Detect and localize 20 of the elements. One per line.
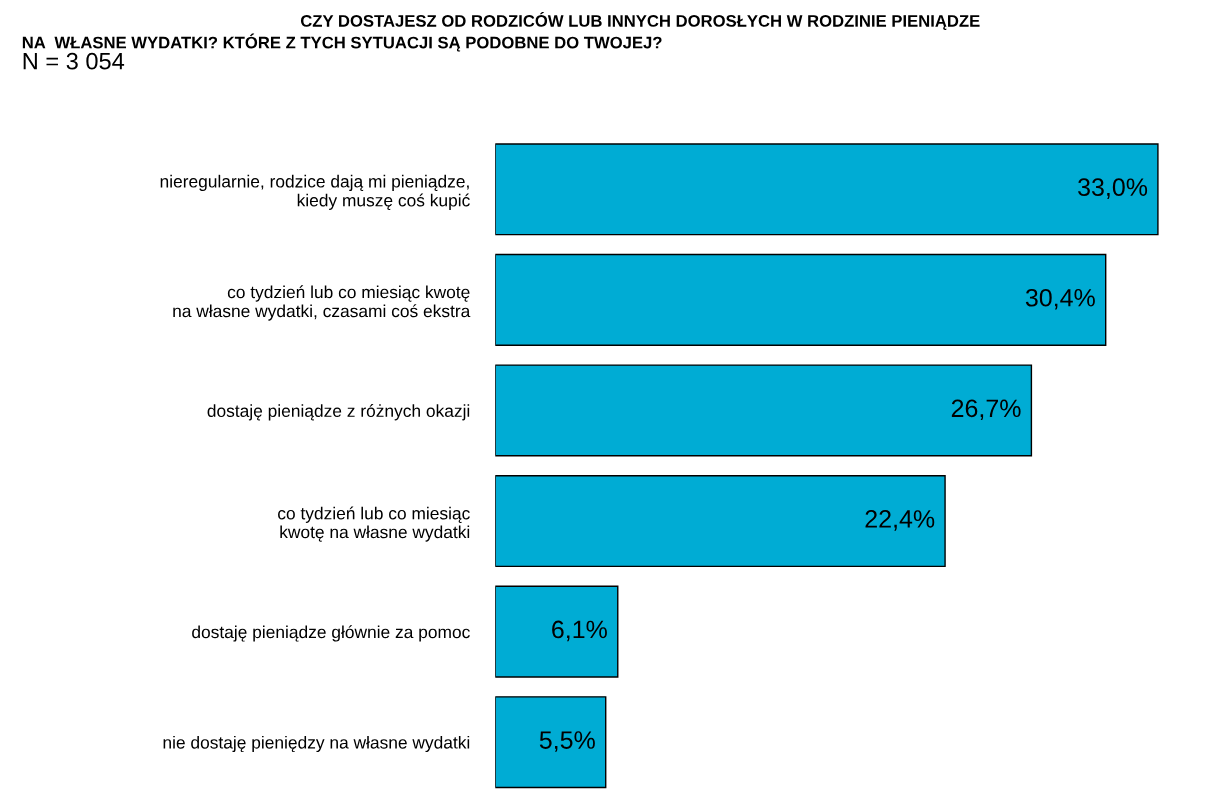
y-tick-label: dostaję pieniądze z różnych okazji <box>207 404 470 421</box>
y-tick-label: nieregularnie, rodzice dają mi pieniądze, kiedy muszę coś kupić <box>160 174 470 210</box>
bar <box>495 143 1159 236</box>
data-label: 5,5% <box>539 731 595 752</box>
text: N = 3 054 <box>23 52 125 70</box>
bar <box>495 474 946 568</box>
data-label: 22,4% <box>865 510 935 531</box>
y-tick-label: dostaję pieniądze głównie za pomoc <box>192 625 470 642</box>
y-tick-label: co tydzień lub co miesiąc kwotę na własne wydatki, czasami coś ekstra <box>173 285 471 321</box>
data-label: 6,1% <box>552 620 607 642</box>
y-tick-label: nie dostaję pieniędzy na własne wydatki <box>163 735 470 753</box>
bar <box>495 585 619 678</box>
data-label: 26,7% <box>951 399 1021 421</box>
data-label: 33,0% <box>1078 178 1148 199</box>
chart-title: CZY DOSTAJESZ OD RODZICÓW LUB INNYCH DOROSŁYCH W RODZINIE PIENIĄDZE NA WŁASNE WYDATKI? KTÓRE Z TYCH SYTUACJI SĄ PODOBNE DO TWOJEJ? <box>22 11 980 52</box>
data-label: 30,4% <box>1025 288 1095 310</box>
bar <box>495 696 607 789</box>
bar <box>495 253 1107 346</box>
bar <box>495 364 1033 457</box>
y-tick-label: co tydzień lub co miesiąc kwotę na własne wydatki <box>278 506 470 542</box>
